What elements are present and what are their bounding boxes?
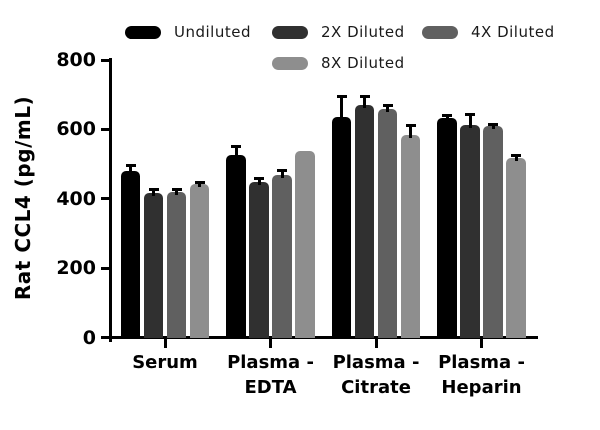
error-cap-4x-diluted-plasma-edta xyxy=(277,168,287,172)
error-bar-8x-diluted-plasma-heparin xyxy=(514,155,518,162)
legend-item-undiluted: Undiluted xyxy=(125,23,251,41)
error-cap-undiluted-serum xyxy=(125,163,136,167)
y-tick-label-0: 0 xyxy=(82,326,96,349)
bar-2x-diluted-plasma-heparin xyxy=(460,124,480,338)
bar-4x-diluted-serum xyxy=(166,192,187,338)
error-bar-4x-diluted-plasma-heparin xyxy=(491,124,495,130)
y-tick-0 xyxy=(101,336,109,339)
legend-swatch-undiluted xyxy=(125,25,161,39)
x-tick-plasma-edta xyxy=(269,339,272,348)
legend-swatch-8x-diluted xyxy=(272,56,308,70)
x-label-plasma-edta: Plasma - EDTA xyxy=(196,350,346,400)
bar-4x-diluted-plasma-edta xyxy=(272,175,292,338)
bar-8x-diluted-plasma-citrate xyxy=(400,134,421,338)
error-bar-undiluted-plasma-heparin xyxy=(445,115,449,121)
error-bar-2x-diluted-plasma-heparin xyxy=(468,114,472,128)
y-tick-label-800: 800 xyxy=(56,49,96,71)
error-cap-2x-diluted-plasma-heparin xyxy=(465,113,475,117)
error-cap-2x-diluted-plasma-edta xyxy=(254,176,264,180)
y-tick-200 xyxy=(101,266,109,270)
legend-item-2x-diluted: 2X Diluted xyxy=(272,23,405,41)
legend-item-4x-diluted: 4X Diluted xyxy=(422,23,555,41)
error-bar-undiluted-serum xyxy=(129,165,132,174)
error-cap-4x-diluted-plasma-citrate xyxy=(382,104,393,108)
x-label-line: Plasma - xyxy=(227,352,314,373)
error-cap-undiluted-plasma-citrate xyxy=(336,94,347,98)
legend-label-8x-diluted: 8X Diluted xyxy=(321,54,405,72)
bar-undiluted-plasma-citrate xyxy=(331,116,352,338)
error-bar-2x-diluted-plasma-citrate xyxy=(363,96,366,109)
legend-item-8x-diluted: 8X Diluted xyxy=(272,54,405,72)
x-tick-plasma-citrate xyxy=(374,339,378,348)
y-tick-400 xyxy=(101,197,109,201)
y-tick-600 xyxy=(101,127,109,131)
error-cap-8x-diluted-serum xyxy=(194,180,205,184)
error-cap-8x-diluted-plasma-citrate xyxy=(405,123,416,127)
x-label-plasma-heparin: Plasma - Heparin xyxy=(407,350,557,400)
x-label-line: Citrate xyxy=(341,377,411,398)
y-tick-label-600: 600 xyxy=(56,118,96,141)
bar-2x-diluted-plasma-edta xyxy=(249,182,269,338)
x-label-line: Serum xyxy=(132,352,198,373)
error-cap-undiluted-plasma-edta xyxy=(231,144,241,148)
bar-2x-diluted-plasma-citrate xyxy=(354,105,375,338)
error-cap-4x-diluted-plasma-heparin xyxy=(488,122,498,126)
bar-8x-diluted-plasma-heparin xyxy=(506,158,526,338)
error-cap-2x-diluted-serum xyxy=(148,188,159,192)
x-axis-line xyxy=(109,336,538,339)
y-axis-line xyxy=(109,58,112,342)
bar-2x-diluted-serum xyxy=(143,193,164,338)
x-label-line: Heparin xyxy=(441,377,522,398)
x-label-plasma-citrate: Plasma - Citrate xyxy=(301,350,451,400)
error-bar-8x-diluted-plasma-citrate xyxy=(409,125,412,138)
x-label-serum: Serum xyxy=(90,350,240,375)
bar-4x-diluted-plasma-heparin xyxy=(483,126,503,338)
y-tick-label-400: 400 xyxy=(56,187,96,210)
legend-swatch-2x-diluted xyxy=(272,25,308,39)
x-label-line: EDTA xyxy=(244,377,297,398)
error-bar-4x-diluted-serum xyxy=(175,189,178,196)
bar-undiluted-plasma-edta xyxy=(226,154,246,338)
x-label-line: Plasma - xyxy=(332,352,420,373)
error-bar-4x-diluted-plasma-citrate xyxy=(386,105,389,112)
legend-label-undiluted: Undiluted xyxy=(174,23,251,41)
error-cap-8x-diluted-plasma-heparin xyxy=(511,153,521,157)
legend-label-4x-diluted: 4X Diluted xyxy=(471,23,555,41)
bar-8x-diluted-plasma-edta xyxy=(295,150,315,338)
error-bar-undiluted-plasma-edta xyxy=(234,146,238,158)
error-cap-2x-diluted-plasma-citrate xyxy=(359,94,370,98)
error-bar-2x-diluted-plasma-edta xyxy=(257,178,261,186)
error-cap-undiluted-plasma-heparin xyxy=(442,113,452,117)
legend-swatch-4x-diluted xyxy=(422,25,458,39)
x-tick-serum xyxy=(163,339,167,348)
x-tick-plasma-heparin xyxy=(480,339,483,348)
legend-label-2x-diluted: 2X Diluted xyxy=(321,23,405,41)
bar-4x-diluted-plasma-citrate xyxy=(377,108,398,338)
y-tick-800 xyxy=(101,58,109,62)
x-label-line: Plasma - xyxy=(438,352,525,373)
error-bar-undiluted-plasma-citrate xyxy=(340,96,343,120)
bar-undiluted-plasma-heparin xyxy=(437,117,457,338)
bar-8x-diluted-serum xyxy=(189,184,210,338)
bar-undiluted-serum xyxy=(120,171,141,338)
error-cap-4x-diluted-serum xyxy=(171,187,182,191)
y-axis-title-text: Rat CCL4 (pg/mL) xyxy=(11,95,36,301)
error-bar-4x-diluted-plasma-edta xyxy=(280,170,284,179)
y-tick-label-200: 200 xyxy=(56,257,96,280)
error-bar-8x-diluted-serum xyxy=(198,182,201,188)
error-bar-2x-diluted-serum xyxy=(152,189,155,197)
